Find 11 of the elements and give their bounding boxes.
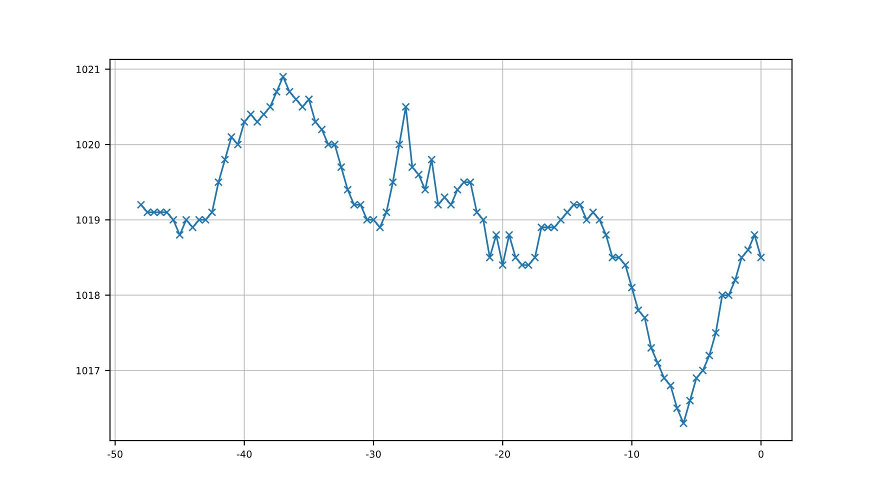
y-tick-label: 1018	[76, 292, 100, 300]
x-tick-label: -50	[108, 450, 122, 458]
x-tick-label: -40	[236, 450, 252, 458]
x-tick-label: 0	[758, 450, 764, 458]
y-tick-label: 1021	[76, 66, 100, 74]
y-tick-label: 1017	[76, 366, 100, 374]
x-tick-label: -10	[624, 450, 640, 458]
y-tick-label: 1019	[76, 216, 100, 224]
y-tick-label: 1020	[76, 140, 100, 148]
x-tick-label: -30	[366, 450, 381, 458]
x-tick-label: -20	[495, 450, 510, 458]
